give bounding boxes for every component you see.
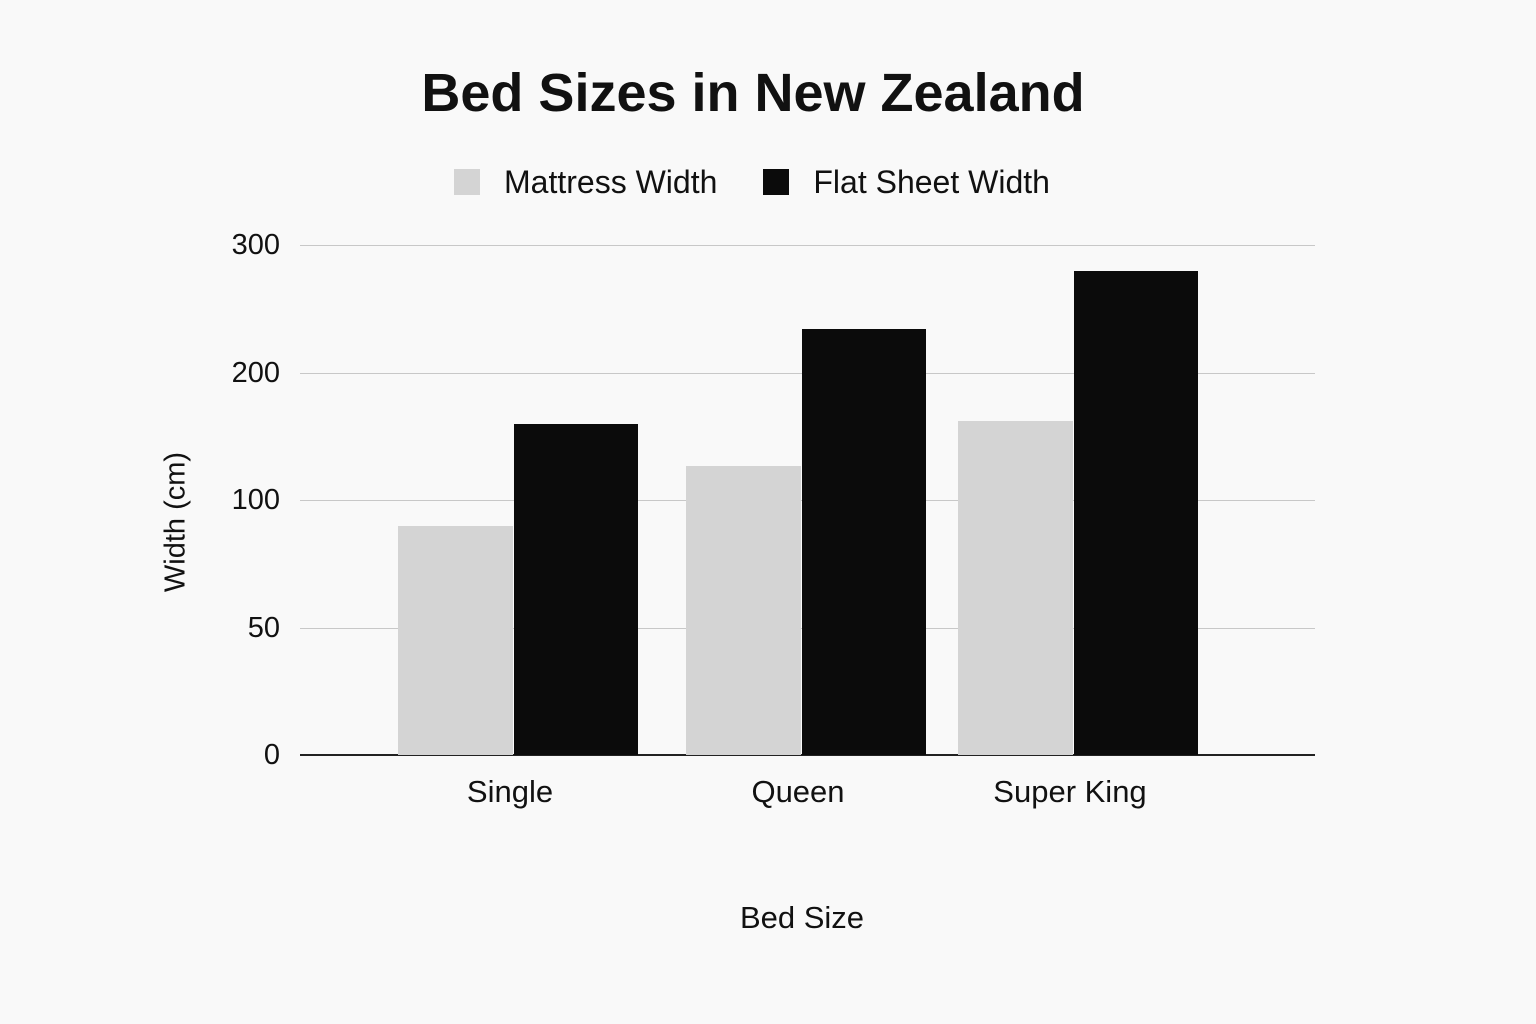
gridline [300,245,1315,246]
bar-flat-sheet-super-king [1074,270,1198,755]
x-tick-label: Queen [751,774,845,809]
bar-mattress-super-king [958,420,1073,755]
y-tick-label: 50 [247,611,280,644]
bar-mattress-single [398,525,513,755]
legend-label: Flat Sheet Width [813,163,1050,200]
y-tick-label: 200 [231,356,280,389]
y-axis-label: Width (cm) [159,451,192,593]
legend-item-flat-sheet: Flat Sheet Width [763,164,1050,201]
y-tick-label: 300 [231,229,280,261]
chart-title: Bed Sizes in New Zealand [421,63,1085,123]
x-tick-label: Super King [993,774,1147,809]
legend-swatch-mattress [454,169,480,195]
x-axis-line [300,754,1315,756]
legend-label: Mattress Width [504,163,718,200]
x-tick-label: Single [466,774,554,809]
legend: Mattress Width Flat Sheet Width [454,162,1096,202]
y-tick-label: 0 [263,739,280,771]
y-tick-label: 100 [231,484,280,516]
x-axis-label: Bed Size [739,900,865,935]
legend-item-mattress: Mattress Width [454,164,717,201]
legend-swatch-flat-sheet [763,169,790,195]
bar-mattress-queen [686,465,801,755]
bar-flat-sheet-queen [802,329,926,755]
bar-flat-sheet-single [514,423,638,755]
